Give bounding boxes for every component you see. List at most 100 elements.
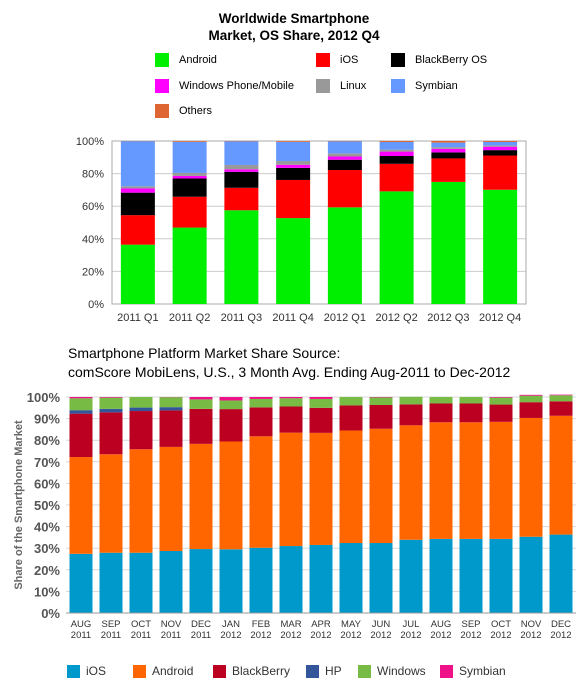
chart2-bar-windows: [219, 400, 243, 410]
chart2-x-tick-label-month: DEC: [191, 619, 211, 630]
chart2-bar-windows: [429, 397, 453, 404]
chart2-title-line-2: comScore MobiLens, U.S., 3 Month Avg. En…: [68, 364, 511, 380]
chart2-bar-ios: [189, 549, 213, 613]
chart1-legend-label: BlackBerry OS: [415, 54, 488, 66]
chart2-x-tick-label-month: JAN: [222, 619, 240, 630]
chart1-bar-linux: [172, 172, 207, 176]
chart1-bar-linux: [431, 147, 466, 149]
chart1-legend-label: Symbian: [415, 80, 458, 92]
chart1-y-tick-label: 0%: [88, 299, 104, 311]
chart2-legend-label: Symbian: [459, 664, 506, 678]
chart2-bar-android: [159, 446, 183, 552]
chart1-bar-ios: [276, 179, 311, 219]
chart1-x-tick-label: 2012 Q4: [479, 312, 521, 324]
chart1-bar-ios: [120, 215, 155, 245]
chart2-bar-hp: [69, 410, 93, 414]
chart2-bar-windows: [459, 397, 483, 404]
chart1-bar-others: [431, 141, 466, 143]
chart2-y-tick-label: 40%: [34, 520, 60, 535]
chart2-bar-android: [489, 421, 513, 539]
chart2-bar-blackberry: [249, 407, 273, 437]
chart2-x-tick-label-month: NOV: [521, 619, 542, 630]
chart1-bar-android: [276, 218, 311, 304]
chart1-bar-symbian: [120, 141, 155, 187]
chart2-bar-ios: [159, 551, 183, 613]
chart1-bar-others: [379, 141, 414, 142]
chart2-bar-android: [429, 422, 453, 539]
chart1-x-tick-label: 2011 Q4: [272, 312, 313, 324]
chart2-y-tick-label: 30%: [34, 541, 60, 556]
chart2-y-tick-label: 10%: [34, 584, 60, 599]
chart2-legend-swatch: [358, 664, 371, 678]
chart1-bar-linux: [276, 161, 311, 165]
chart1-bar-symbian: [172, 141, 207, 173]
chart2-bar-ios: [339, 543, 363, 613]
chart1-legend-label: Android: [179, 54, 217, 66]
chart2-y-tick-label: 90%: [34, 412, 60, 427]
chart2-x-tick-label-year: 2012: [280, 630, 301, 641]
chart2-x-tick-label-year: 2012: [430, 630, 451, 641]
chart2-bar-ios: [219, 549, 243, 613]
chart1-legend-item-ios: iOS: [316, 53, 358, 67]
chart2-bar-android: [129, 449, 153, 553]
chart2-plot: 0% 10% 20% 30% 40% 50% 60% 70% 80% 90% 100% Share o…: [13, 390, 576, 641]
chart2-bar-blackberry: [219, 409, 243, 442]
chart2-bar-blackberry: [519, 402, 543, 418]
chart1-bar-others: [276, 141, 311, 142]
chart1-bar-ios: [379, 163, 414, 192]
chart2-bar-symbian: [99, 397, 123, 398]
chart2-y-tick-label: 50%: [34, 498, 60, 513]
chart1-bar-android: [431, 181, 466, 304]
chart1-bar-android: [224, 210, 259, 304]
chart2-legend-item-ios: iOS: [67, 664, 106, 678]
chart1-bar-ios: [431, 158, 466, 182]
chart2-bar-ios: [399, 539, 423, 613]
chart1-title-line-2: Market, OS Share, 2012 Q4: [208, 28, 380, 43]
chart2-bar-blackberry: [129, 411, 153, 450]
chart2-bar-symbian: [189, 397, 213, 400]
chart1-y-tick-label: 80%: [82, 169, 104, 181]
chart1-bar-linux: [327, 153, 362, 157]
chart1-x-tick-label: 2012 Q2: [376, 312, 418, 324]
chart2-bar-android: [279, 432, 303, 547]
chart1-bar-windows-phone-mobile: [431, 148, 466, 153]
chart1-bar-windows-phone-mobile: [172, 175, 207, 179]
chart2-bar-symbian: [309, 397, 333, 399]
chart1-title-line-1: Worldwide Smartphone: [218, 11, 370, 26]
chart2-y-tick-label: 0%: [41, 606, 60, 621]
chart1-legend-item-others: Others: [155, 104, 212, 118]
chart2-bar-blackberry: [309, 407, 333, 433]
chart1-y-tick-label: 40%: [82, 234, 104, 246]
chart1-legend-label: iOS: [340, 54, 359, 66]
chart1-legend-label: Others: [179, 105, 213, 117]
chart1-bar-symbian: [379, 141, 414, 150]
chart1-y-tick-label: 100%: [76, 136, 104, 148]
chart2-bar-blackberry: [339, 405, 363, 431]
chart2-legend-item-hp: HP: [306, 664, 342, 678]
chart2-bar-symbian: [69, 397, 93, 399]
chart1-bar-windows-phone-mobile: [120, 188, 155, 193]
chart2-bar-android: [309, 432, 333, 545]
chart2-y-tick-label: 20%: [34, 563, 60, 578]
chart2-x-tick-label-year: 2012: [550, 630, 571, 641]
chart2-bar-blackberry: [549, 401, 573, 416]
chart1-x-tick-label: 2011 Q2: [169, 312, 210, 324]
chart2-bar-ios: [99, 552, 123, 613]
chart1-x-tick-label: 2012 Q3: [427, 312, 469, 324]
chart2-legend-swatch: [440, 664, 453, 678]
chart1-bar-windows-phone-mobile: [276, 164, 311, 168]
chart2-legend-label: HP: [325, 664, 342, 678]
chart1-bar-android: [483, 189, 518, 304]
chart1-y-tick-label: 60%: [82, 201, 104, 213]
chart2-bar-android: [219, 441, 243, 550]
chart1-legend-item-android: Android: [155, 53, 217, 67]
chart2-bar-blackberry: [459, 403, 483, 423]
chart2-bar-symbian: [519, 394, 543, 396]
chart2-bar-symbian: [279, 397, 303, 399]
chart2-x-tick-label-month: SEP: [461, 619, 480, 630]
chart1-bar-blackberry-os: [172, 178, 207, 197]
chart1-bar-ios: [327, 170, 362, 208]
chart1-bar-android: [327, 207, 362, 304]
chart2-x-tick-label-year: 2012: [220, 630, 241, 641]
chart1-bar-android: [379, 191, 414, 304]
